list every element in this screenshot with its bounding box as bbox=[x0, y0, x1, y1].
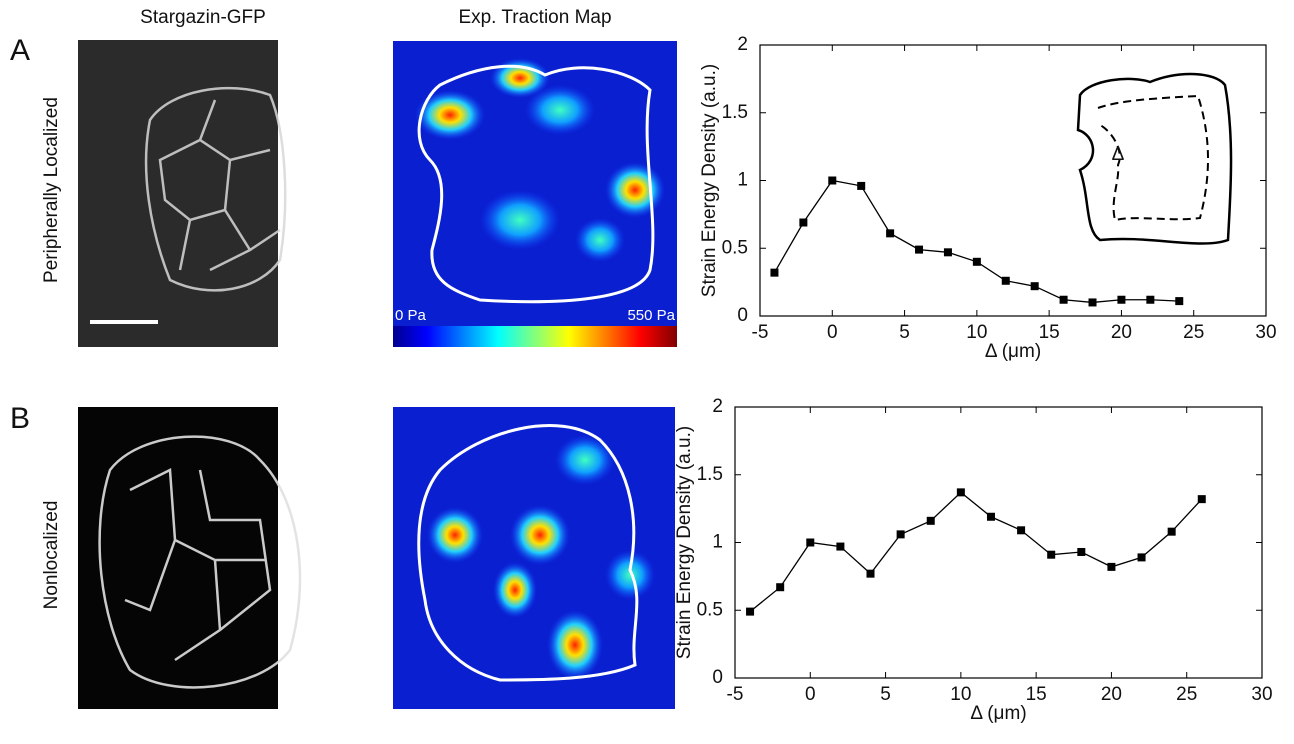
y-tick-label: 1 bbox=[712, 532, 723, 553]
y-tick-label: 0 bbox=[712, 667, 723, 688]
data-point bbox=[776, 583, 785, 592]
inset-diagram bbox=[1076, 72, 1233, 245]
data-point bbox=[1117, 295, 1126, 304]
x-tick-label: 10 bbox=[966, 322, 987, 343]
colorbar-label: 0 Pa bbox=[395, 307, 427, 324]
data-point bbox=[770, 268, 779, 277]
data-point bbox=[1107, 562, 1116, 571]
y-tick-label: 2 bbox=[737, 34, 748, 55]
x-tick-label: 25 bbox=[1183, 322, 1204, 343]
x-tick-label: 5 bbox=[880, 684, 891, 705]
x-axis-label: Δ (μm) bbox=[970, 703, 1026, 724]
y-axis-label: Strain Energy Density (a.u.) bbox=[674, 426, 695, 659]
x-tick-label: 25 bbox=[1176, 684, 1197, 705]
data-point bbox=[1047, 550, 1056, 559]
y-tick-label: 0.5 bbox=[697, 599, 723, 620]
x-tick-label: 10 bbox=[950, 684, 971, 705]
y-axis-label: Strain Energy Density (a.u.) bbox=[699, 64, 720, 297]
data-line bbox=[749, 491, 1203, 613]
data-point bbox=[886, 229, 895, 238]
data-point bbox=[1088, 298, 1097, 307]
data-point bbox=[806, 538, 815, 547]
panel-label: B bbox=[10, 402, 30, 435]
data-point bbox=[1197, 495, 1206, 504]
data-point bbox=[866, 569, 875, 578]
x-tick-label: -5 bbox=[727, 684, 744, 705]
data-point bbox=[1001, 276, 1010, 285]
data-point bbox=[986, 512, 995, 521]
x-tick-label: 5 bbox=[899, 322, 910, 343]
x-tick-label: 20 bbox=[1101, 684, 1122, 705]
column-title: Stargazin-GFP bbox=[140, 7, 266, 28]
x-axis-label: Δ (μm) bbox=[985, 341, 1041, 362]
y-tick-label: 2 bbox=[712, 396, 723, 417]
x-tick-label: 0 bbox=[827, 322, 838, 343]
x-tick-label: -5 bbox=[752, 322, 769, 343]
data-point bbox=[1146, 295, 1155, 304]
x-tick-label: 15 bbox=[1039, 322, 1060, 343]
data-point bbox=[1059, 295, 1068, 304]
colorbar-label: 550 Pa bbox=[627, 307, 675, 324]
data-point bbox=[926, 516, 935, 525]
row-label: Peripherally Localized bbox=[41, 97, 62, 283]
data-point bbox=[1137, 553, 1146, 562]
y-tick-label: 1.5 bbox=[697, 464, 723, 485]
data-point bbox=[1175, 297, 1184, 306]
y-tick-label: 0.5 bbox=[722, 237, 748, 258]
data-point bbox=[956, 488, 965, 497]
y-tick-label: 1 bbox=[737, 170, 748, 191]
data-point bbox=[1167, 527, 1176, 536]
data-point bbox=[828, 176, 837, 185]
data-point bbox=[746, 607, 755, 616]
data-point bbox=[1017, 526, 1026, 535]
micrograph bbox=[78, 40, 287, 347]
data-point bbox=[799, 218, 808, 227]
data-point bbox=[896, 530, 905, 539]
data-point bbox=[915, 245, 924, 254]
row-label: Nonlocalized bbox=[41, 501, 62, 610]
data-point bbox=[943, 248, 952, 257]
inset-label: Δ bbox=[1112, 144, 1125, 165]
x-tick-label: 20 bbox=[1111, 322, 1132, 343]
x-tick-label: 0 bbox=[805, 684, 816, 705]
column-title: Exp. Traction Map bbox=[458, 7, 611, 28]
data-point bbox=[1030, 282, 1039, 291]
traction-map bbox=[393, 41, 677, 347]
data-line bbox=[773, 179, 1180, 304]
micrograph bbox=[78, 407, 302, 709]
traction-map bbox=[393, 407, 675, 709]
data-point bbox=[836, 542, 845, 551]
y-tick-label: 1.5 bbox=[722, 102, 748, 123]
panel-label: A bbox=[10, 34, 30, 67]
x-tick-label: 30 bbox=[1255, 322, 1276, 343]
data-point bbox=[1077, 547, 1086, 556]
data-point bbox=[972, 257, 981, 266]
data-point bbox=[857, 181, 866, 190]
x-tick-label: 30 bbox=[1251, 684, 1272, 705]
y-tick-label: 0 bbox=[737, 305, 748, 326]
x-tick-label: 15 bbox=[1026, 684, 1047, 705]
